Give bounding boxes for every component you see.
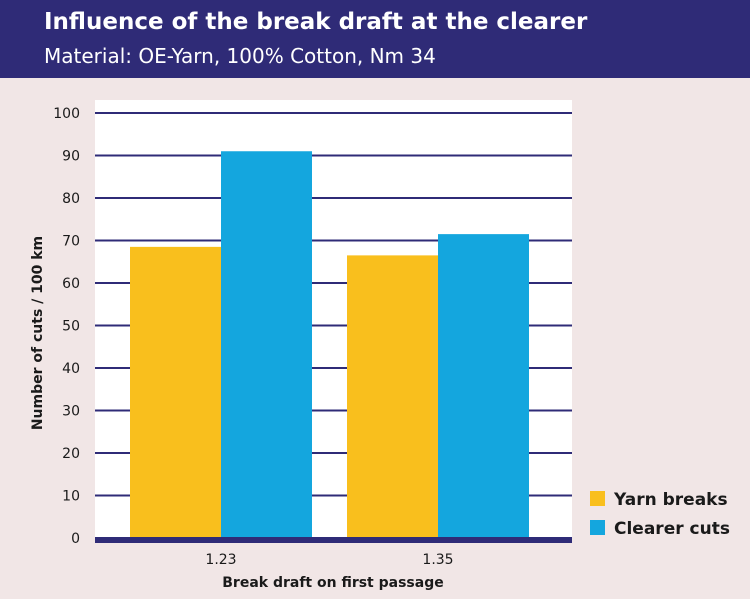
bars bbox=[130, 151, 529, 538]
y-tick-label: 40 bbox=[62, 361, 80, 377]
y-tick-label: 100 bbox=[53, 106, 80, 122]
x-tick-label: 1.35 bbox=[422, 552, 453, 568]
y-tick-label: 30 bbox=[62, 404, 80, 420]
y-tick-label: 20 bbox=[62, 446, 80, 462]
bar-yarn-breaks bbox=[130, 246, 221, 538]
y-tick-label: 50 bbox=[62, 319, 80, 335]
y-axis-title: Number of cuts / 100 km bbox=[30, 236, 46, 430]
legend: Yarn breaks Clearer cuts bbox=[590, 490, 730, 539]
x-tick-labels: 1.23 1.35 bbox=[205, 552, 453, 568]
chart-header: Influence of the break draft at the clea… bbox=[0, 0, 750, 78]
x-tick-label: 1.23 bbox=[205, 552, 236, 568]
y-tick-label: 60 bbox=[62, 276, 80, 292]
legend-label: Yarn breaks bbox=[613, 490, 728, 510]
legend-label: Clearer cuts bbox=[614, 519, 730, 539]
y-tick-label: 70 bbox=[62, 234, 80, 250]
y-tick-label: 90 bbox=[62, 149, 80, 165]
legend-swatch bbox=[590, 491, 605, 506]
y-tick-label: 80 bbox=[62, 191, 80, 207]
y-tick-label: 10 bbox=[62, 489, 80, 505]
legend-swatch bbox=[590, 520, 605, 535]
y-tick-label: 0 bbox=[71, 531, 80, 547]
bar-chart: 0 10 20 30 40 50 60 70 80 90 100 1.23 1.35 Number o… bbox=[30, 100, 730, 591]
chart-title: Influence of the break draft at the clea… bbox=[44, 9, 588, 35]
chart-subtitle: Material: OE-Yarn, 100% Cotton, Nm 34 bbox=[44, 44, 436, 68]
bar-clearer-cuts bbox=[221, 151, 312, 538]
y-tick-labels: 0 10 20 30 40 50 60 70 80 90 100 bbox=[53, 106, 80, 547]
x-axis-title: Break draft on first passage bbox=[222, 575, 443, 591]
x-axis-line bbox=[95, 537, 572, 543]
bar-yarn-breaks bbox=[347, 255, 438, 538]
bar-clearer-cuts bbox=[438, 234, 529, 538]
x-axis-baseline bbox=[95, 537, 572, 543]
